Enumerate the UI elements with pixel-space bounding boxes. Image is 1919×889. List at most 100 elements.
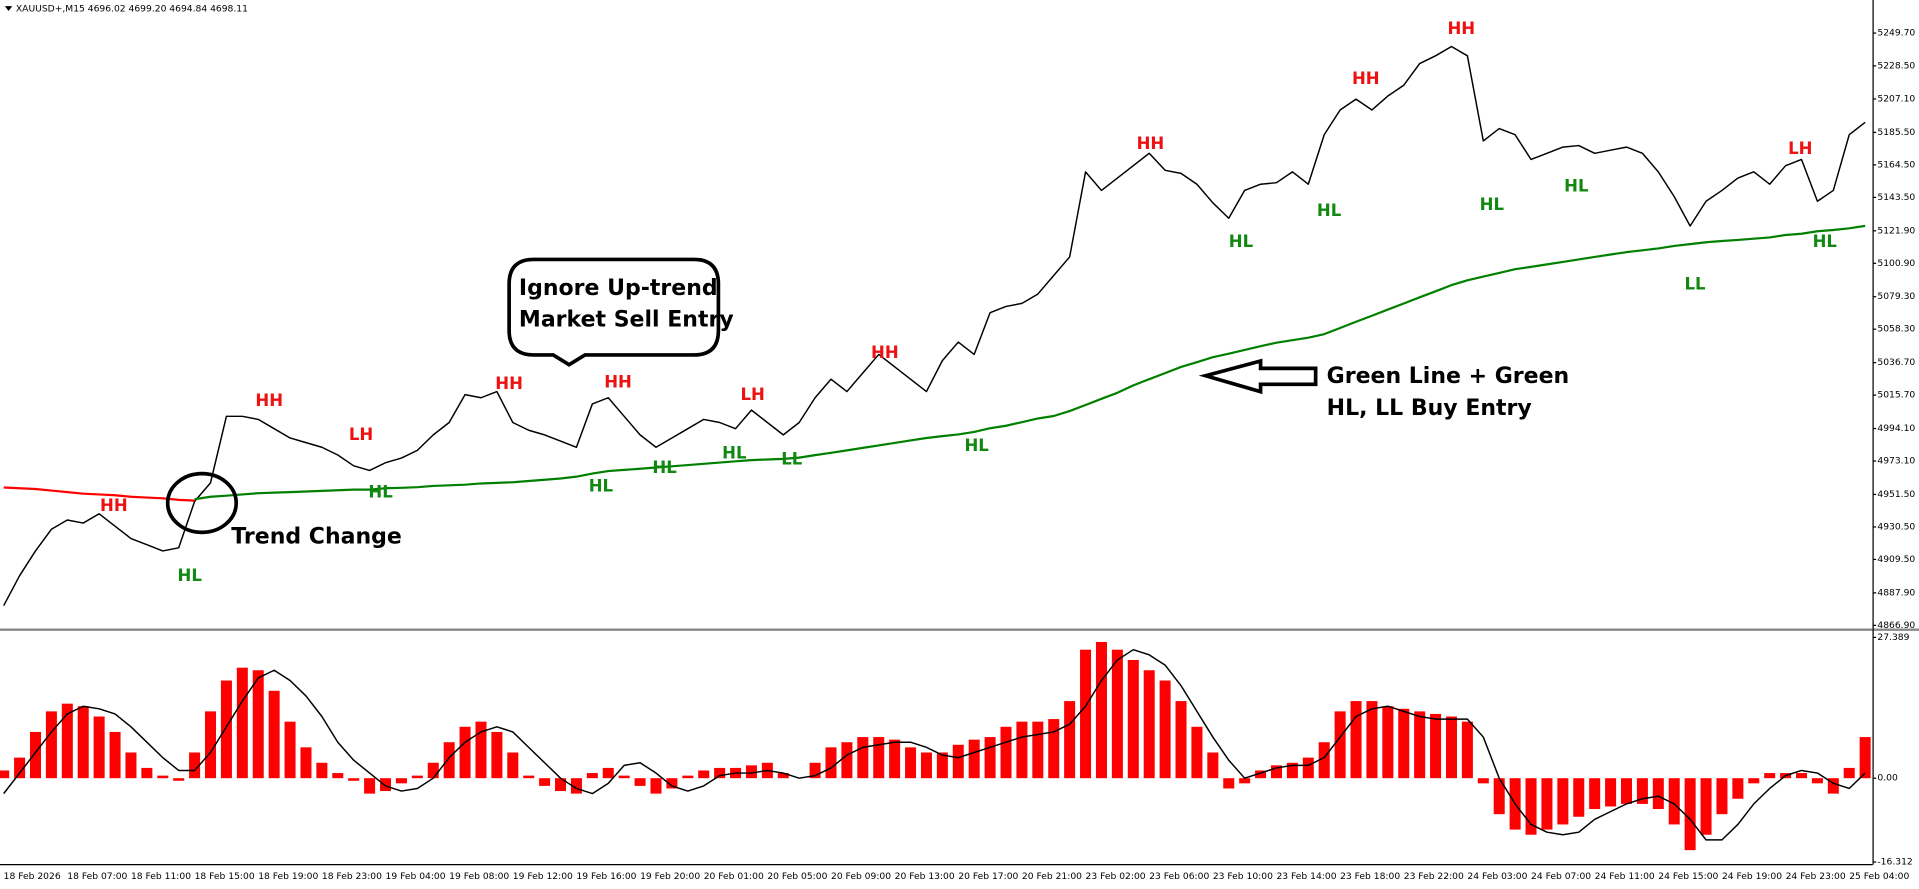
swing-label: HH [255,391,283,410]
histogram-bar [1286,762,1298,779]
swing-label: HH [495,374,523,393]
x-tick-label: 20 Feb 13:00 [895,871,955,882]
histogram-bar [650,778,662,794]
swing-label: HH [871,343,899,362]
histogram-bar [1668,778,1680,825]
x-tick-label: 18 Feb 2026 [4,871,61,882]
y-tick-label: 5121.90 [1877,225,1915,236]
x-tick-label: 24 Feb 11:00 [1595,871,1655,882]
histogram-bar [666,778,678,789]
y-tick-label: 4951.50 [1877,489,1915,500]
histogram-bar [300,747,312,779]
histogram-bar [1636,778,1648,804]
trend-change-circle [165,471,239,535]
y-tick-label: 5143.50 [1877,192,1915,203]
histogram-bar [523,775,535,779]
swing-label: HL [1564,177,1589,196]
histogram-bar [984,737,996,779]
histogram-bar [1732,778,1744,799]
histogram-bar [968,739,980,779]
histogram-bar [1477,778,1489,784]
callout: Trend Change [231,524,402,549]
x-tick-label: 23 Feb 06:00 [1149,871,1209,882]
x-tick-label: 20 Feb 01:00 [704,871,764,882]
y-tick-label: 5015.70 [1877,390,1915,401]
histogram-bar [14,757,26,779]
histogram-bar [1827,778,1839,794]
x-tick-label: 23 Feb 14:00 [1276,871,1336,882]
histogram-bar [1127,659,1139,779]
y-tick-label: 5036.70 [1877,357,1915,368]
histogram-bar [364,778,376,794]
x-tick-label: 19 Feb 04:00 [386,871,446,882]
histogram-bar [1620,778,1633,804]
histogram-bar [1095,641,1107,779]
swing-label: HL [964,436,989,455]
swing-label: HH [100,496,128,515]
histogram-bar [1414,711,1426,779]
y-tick-label: -16.312 [1877,857,1912,868]
x-tick-label: 23 Feb 10:00 [1213,871,1273,882]
x-tick-label: 24 Feb 07:00 [1531,871,1591,882]
histogram-bar [1048,719,1060,779]
histogram-bar [77,706,89,779]
y-tick-label: 4973.10 [1877,456,1915,467]
histogram-bar [1398,708,1410,779]
histogram-bar [1461,721,1473,779]
x-tick-label: 20 Feb 17:00 [958,871,1018,882]
x-tick-label: 19 Feb 20:00 [640,871,700,882]
x-tick-label: 19 Feb 12:00 [513,871,573,882]
swing-label: HL [368,483,393,502]
histogram-bar [1382,706,1394,779]
histogram-bar [1080,649,1092,779]
y-tick-label: 27.389 [1877,632,1909,643]
swing-label: HH [1352,69,1380,88]
series-line [3,648,1866,841]
histogram-bar [141,767,153,779]
y-tick-label: 4930.50 [1877,521,1915,532]
swing-label: HL [1317,201,1342,220]
histogram-bar [1748,778,1760,784]
y-tick-label: 5185.50 [1877,127,1915,138]
histogram-bar [1334,711,1346,779]
histogram-bar [1175,701,1187,779]
x-tick-label: 18 Feb 07:00 [67,871,127,882]
x-tick-label: 18 Feb 15:00 [195,871,255,882]
histogram-bar [570,778,582,794]
histogram-bar [1143,670,1155,779]
y-tick-label: 5079.30 [1877,291,1915,302]
histogram-bar [777,773,789,779]
arrow [1198,358,1318,395]
histogram-bar [491,731,503,779]
y-tick-label: 5228.50 [1877,60,1915,71]
histogram-bar [1318,742,1330,779]
histogram-bar [1811,778,1823,784]
histogram-bar [332,773,344,779]
histogram-bar [109,731,121,779]
histogram-bar [889,739,901,779]
histogram-bar [189,752,201,779]
swing-label: HL [1480,195,1505,214]
histogram-bar [220,680,232,779]
histogram-bar [539,778,551,786]
histogram-bar [475,721,487,779]
histogram-bar [936,752,948,779]
histogram-bar [1239,778,1251,784]
histogram-bar [1764,773,1776,779]
x-tick-label: 18 Feb 11:00 [131,871,191,882]
histogram-bar [1032,721,1044,779]
histogram-bar [1493,778,1505,815]
marks: 5249.70 5228.50 5207.10 5185.50 5164.50 5143.… [0,19,1915,882]
histogram-bar [1525,778,1537,835]
y-tick-label: 5207.10 [1877,93,1915,104]
histogram-bar [841,742,853,779]
histogram-bar [507,752,519,779]
histogram-bar [0,770,10,779]
histogram-bar [602,767,614,779]
y-tick-label: 4887.90 [1877,587,1915,598]
swing-label: HL [178,566,203,585]
swing-label: HL [722,444,747,463]
histogram-bar [380,778,392,792]
y-tick-label: 4994.10 [1877,423,1915,434]
callout: HL, LL Buy Entry [1327,396,1532,421]
